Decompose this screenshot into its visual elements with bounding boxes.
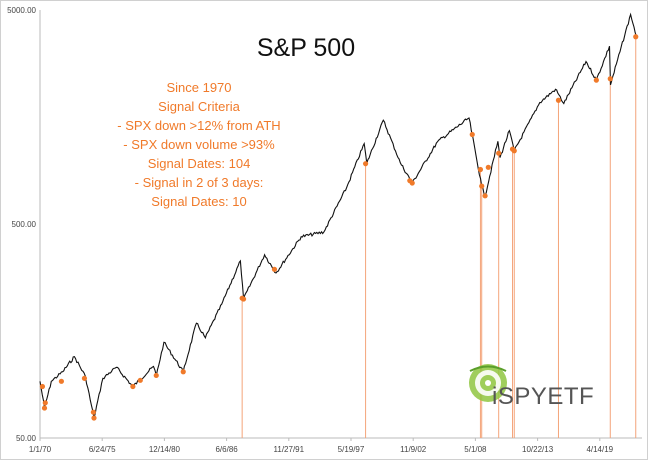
target-globe-icon xyxy=(469,364,507,402)
logo-text: iSPYETF xyxy=(492,383,594,410)
annotation-line: Signal Dates: 104 xyxy=(148,156,251,171)
signal-point xyxy=(479,183,485,189)
signal-point xyxy=(362,161,369,167)
signal-lines xyxy=(241,36,637,438)
x-axis: 1/1/70 6/24/75 12/14/80 6/6/86 11/27/91 5/19/… xyxy=(29,438,614,454)
annotation-line: - Signal in 2 of 3 days: xyxy=(135,175,264,190)
signal-point xyxy=(240,296,247,302)
annotation-line: - SPX down volume >93% xyxy=(123,137,275,152)
x-tick-label: 1/1/70 xyxy=(29,445,52,454)
annotation-line: Signal Dates: 10 xyxy=(151,194,246,209)
signal-point xyxy=(39,383,46,390)
signal-point xyxy=(409,180,415,186)
annotation-line: Signal Criteria xyxy=(158,99,240,114)
signal-point xyxy=(137,377,143,383)
x-tick-label: 11/9/02 xyxy=(400,445,427,454)
signal-point xyxy=(607,76,613,82)
y-tick-label: 500.00 xyxy=(12,220,37,229)
signal-point xyxy=(271,266,278,272)
y-tick-label: 50.00 xyxy=(16,434,37,443)
signal-point xyxy=(555,97,562,103)
signal-point xyxy=(58,378,64,384)
signal-point xyxy=(153,372,159,379)
chart-title: S&P 500 xyxy=(257,34,355,62)
signal-point xyxy=(180,369,186,375)
annotation-line: - SPX down >12% from ATH xyxy=(117,118,280,133)
annotation-line: Since 1970 xyxy=(166,80,231,95)
sp500-price-line xyxy=(39,12,637,419)
y-tick-label: 5000.00 xyxy=(7,6,36,15)
signal-point xyxy=(511,148,517,154)
signal-markers xyxy=(39,34,639,421)
x-tick-label: 6/24/75 xyxy=(89,445,116,454)
signal-point xyxy=(130,383,136,390)
ispyetf-logo: iSPYETF xyxy=(469,364,594,410)
x-tick-label: 4/14/19 xyxy=(586,445,613,454)
signal-point xyxy=(42,400,48,406)
x-tick-label: 5/1/08 xyxy=(464,445,487,454)
signal-point xyxy=(469,131,475,138)
signal-point xyxy=(91,415,97,421)
x-tick-label: 5/19/97 xyxy=(338,445,365,454)
signal-point xyxy=(633,34,639,40)
y-axis: 5000.00 500.00 50.00 xyxy=(7,6,36,443)
signal-point xyxy=(90,409,96,415)
x-tick-label: 12/14/80 xyxy=(149,445,181,454)
plot-area xyxy=(39,10,642,439)
x-tick-label: 11/27/91 xyxy=(274,445,305,454)
signal-criteria-annotation: Since 1970 Signal Criteria - SPX down >12%… xyxy=(117,80,280,209)
x-tick-label: 10/22/13 xyxy=(522,445,554,454)
signal-point xyxy=(81,375,88,381)
signal-point xyxy=(477,166,484,173)
signal-point xyxy=(496,150,502,156)
signal-point xyxy=(485,164,491,170)
signal-point xyxy=(482,193,488,199)
signal-point xyxy=(593,77,599,83)
x-tick-label: 6/6/86 xyxy=(215,445,238,454)
signal-point xyxy=(41,405,48,411)
